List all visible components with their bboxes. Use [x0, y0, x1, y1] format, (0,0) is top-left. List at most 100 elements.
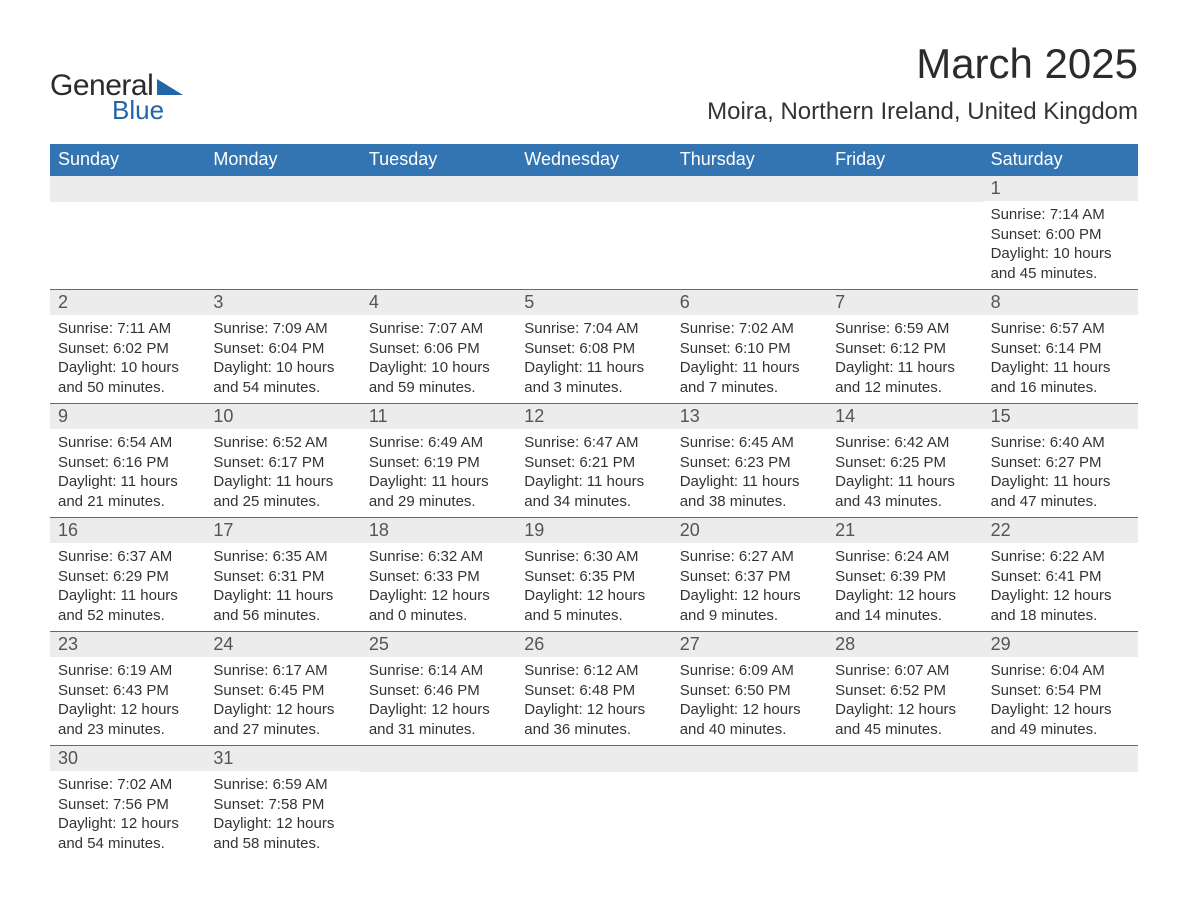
- week-row: 9Sunrise: 6:54 AMSunset: 6:16 PMDaylight…: [50, 403, 1138, 517]
- weekday-header-cell: Wednesday: [516, 144, 671, 175]
- day-number-empty: [672, 746, 827, 772]
- day-cell: 21Sunrise: 6:24 AMSunset: 6:39 PMDayligh…: [827, 518, 982, 631]
- sunrise-line: Sunrise: 6:40 AM: [991, 433, 1130, 453]
- sunrise-line: Sunrise: 6:32 AM: [369, 547, 508, 567]
- day-cell: 3Sunrise: 7:09 AMSunset: 6:04 PMDaylight…: [205, 290, 360, 403]
- day-cell: [827, 746, 982, 859]
- day-details: Sunrise: 6:27 AMSunset: 6:37 PMDaylight:…: [672, 543, 827, 631]
- day-details: Sunrise: 7:04 AMSunset: 6:08 PMDaylight:…: [516, 315, 671, 403]
- sunrise-line: Sunrise: 6:57 AM: [991, 319, 1130, 339]
- sunrise-line: Sunrise: 6:52 AM: [213, 433, 352, 453]
- day-details: Sunrise: 6:49 AMSunset: 6:19 PMDaylight:…: [361, 429, 516, 517]
- sunset-line: Sunset: 6:25 PM: [835, 453, 974, 473]
- day-cell: [827, 176, 982, 289]
- day-cell: 8Sunrise: 6:57 AMSunset: 6:14 PMDaylight…: [983, 290, 1138, 403]
- day-number-empty: [983, 746, 1138, 772]
- daylight-line: Daylight: 12 hours and 54 minutes.: [58, 814, 197, 853]
- day-number: 12: [516, 404, 671, 429]
- daylight-line: Daylight: 12 hours and 0 minutes.: [369, 586, 508, 625]
- daylight-line: Daylight: 12 hours and 9 minutes.: [680, 586, 819, 625]
- day-details: Sunrise: 7:14 AMSunset: 6:00 PMDaylight:…: [983, 201, 1138, 289]
- day-details: Sunrise: 6:45 AMSunset: 6:23 PMDaylight:…: [672, 429, 827, 517]
- day-number: 8: [983, 290, 1138, 315]
- day-details: Sunrise: 6:37 AMSunset: 6:29 PMDaylight:…: [50, 543, 205, 631]
- day-number: 18: [361, 518, 516, 543]
- daylight-line: Daylight: 12 hours and 40 minutes.: [680, 700, 819, 739]
- day-details: Sunrise: 6:32 AMSunset: 6:33 PMDaylight:…: [361, 543, 516, 631]
- day-number: 23: [50, 632, 205, 657]
- day-cell: 13Sunrise: 6:45 AMSunset: 6:23 PMDayligh…: [672, 404, 827, 517]
- daylight-line: Daylight: 11 hours and 47 minutes.: [991, 472, 1130, 511]
- sunset-line: Sunset: 6:00 PM: [991, 225, 1130, 245]
- day-cell: 12Sunrise: 6:47 AMSunset: 6:21 PMDayligh…: [516, 404, 671, 517]
- day-number: 26: [516, 632, 671, 657]
- sunrise-line: Sunrise: 6:45 AM: [680, 433, 819, 453]
- sunset-line: Sunset: 6:02 PM: [58, 339, 197, 359]
- sunrise-line: Sunrise: 6:14 AM: [369, 661, 508, 681]
- day-cell: 22Sunrise: 6:22 AMSunset: 6:41 PMDayligh…: [983, 518, 1138, 631]
- daylight-line: Daylight: 11 hours and 56 minutes.: [213, 586, 352, 625]
- day-number: 19: [516, 518, 671, 543]
- day-number: 30: [50, 746, 205, 771]
- day-cell: 5Sunrise: 7:04 AMSunset: 6:08 PMDaylight…: [516, 290, 671, 403]
- calendar-body: 1Sunrise: 7:14 AMSunset: 6:00 PMDaylight…: [50, 175, 1138, 859]
- day-details: Sunrise: 6:04 AMSunset: 6:54 PMDaylight:…: [983, 657, 1138, 745]
- weekday-header-cell: Thursday: [672, 144, 827, 175]
- sunset-line: Sunset: 6:31 PM: [213, 567, 352, 587]
- sunrise-line: Sunrise: 6:30 AM: [524, 547, 663, 567]
- day-number: 21: [827, 518, 982, 543]
- sunset-line: Sunset: 6:35 PM: [524, 567, 663, 587]
- day-cell: 7Sunrise: 6:59 AMSunset: 6:12 PMDaylight…: [827, 290, 982, 403]
- daylight-line: Daylight: 12 hours and 23 minutes.: [58, 700, 197, 739]
- weekday-header-cell: Monday: [205, 144, 360, 175]
- day-cell: 24Sunrise: 6:17 AMSunset: 6:45 PMDayligh…: [205, 632, 360, 745]
- day-cell: 2Sunrise: 7:11 AMSunset: 6:02 PMDaylight…: [50, 290, 205, 403]
- sunset-line: Sunset: 6:19 PM: [369, 453, 508, 473]
- daylight-line: Daylight: 11 hours and 12 minutes.: [835, 358, 974, 397]
- sunset-line: Sunset: 6:14 PM: [991, 339, 1130, 359]
- sunset-line: Sunset: 6:52 PM: [835, 681, 974, 701]
- day-cell: [983, 746, 1138, 859]
- day-number: 3: [205, 290, 360, 315]
- day-details: Sunrise: 6:19 AMSunset: 6:43 PMDaylight:…: [50, 657, 205, 745]
- day-details: Sunrise: 6:12 AMSunset: 6:48 PMDaylight:…: [516, 657, 671, 745]
- day-cell: 29Sunrise: 6:04 AMSunset: 6:54 PMDayligh…: [983, 632, 1138, 745]
- day-cell: 15Sunrise: 6:40 AMSunset: 6:27 PMDayligh…: [983, 404, 1138, 517]
- month-title: March 2025: [707, 40, 1138, 88]
- logo-text-blue: Blue: [112, 95, 183, 126]
- day-number: 20: [672, 518, 827, 543]
- daylight-line: Daylight: 10 hours and 45 minutes.: [991, 244, 1130, 283]
- day-number: 5: [516, 290, 671, 315]
- day-cell: 31Sunrise: 6:59 AMSunset: 7:58 PMDayligh…: [205, 746, 360, 859]
- day-details: Sunrise: 6:35 AMSunset: 6:31 PMDaylight:…: [205, 543, 360, 631]
- day-cell: 23Sunrise: 6:19 AMSunset: 6:43 PMDayligh…: [50, 632, 205, 745]
- sunrise-line: Sunrise: 7:04 AM: [524, 319, 663, 339]
- sunrise-line: Sunrise: 6:17 AM: [213, 661, 352, 681]
- weekday-header-cell: Friday: [827, 144, 982, 175]
- sunset-line: Sunset: 6:39 PM: [835, 567, 974, 587]
- daylight-line: Daylight: 10 hours and 54 minutes.: [213, 358, 352, 397]
- sunset-line: Sunset: 6:54 PM: [991, 681, 1130, 701]
- day-number: 9: [50, 404, 205, 429]
- sunset-line: Sunset: 6:10 PM: [680, 339, 819, 359]
- weekday-header-row: SundayMondayTuesdayWednesdayThursdayFrid…: [50, 144, 1138, 175]
- sunrise-line: Sunrise: 6:49 AM: [369, 433, 508, 453]
- sunrise-line: Sunrise: 6:12 AM: [524, 661, 663, 681]
- day-details: Sunrise: 6:59 AMSunset: 6:12 PMDaylight:…: [827, 315, 982, 403]
- day-number: 29: [983, 632, 1138, 657]
- sunset-line: Sunset: 6:27 PM: [991, 453, 1130, 473]
- sunrise-line: Sunrise: 6:24 AM: [835, 547, 974, 567]
- day-number-empty: [50, 176, 205, 202]
- sunset-line: Sunset: 6:06 PM: [369, 339, 508, 359]
- day-details: Sunrise: 6:17 AMSunset: 6:45 PMDaylight:…: [205, 657, 360, 745]
- day-cell: 30Sunrise: 7:02 AMSunset: 7:56 PMDayligh…: [50, 746, 205, 859]
- day-number-empty: [827, 746, 982, 772]
- sunset-line: Sunset: 6:43 PM: [58, 681, 197, 701]
- sunset-line: Sunset: 6:37 PM: [680, 567, 819, 587]
- day-cell: [361, 746, 516, 859]
- day-cell: 26Sunrise: 6:12 AMSunset: 6:48 PMDayligh…: [516, 632, 671, 745]
- day-number-empty: [672, 176, 827, 202]
- day-number: 1: [983, 176, 1138, 201]
- day-number: 31: [205, 746, 360, 771]
- sunset-line: Sunset: 6:12 PM: [835, 339, 974, 359]
